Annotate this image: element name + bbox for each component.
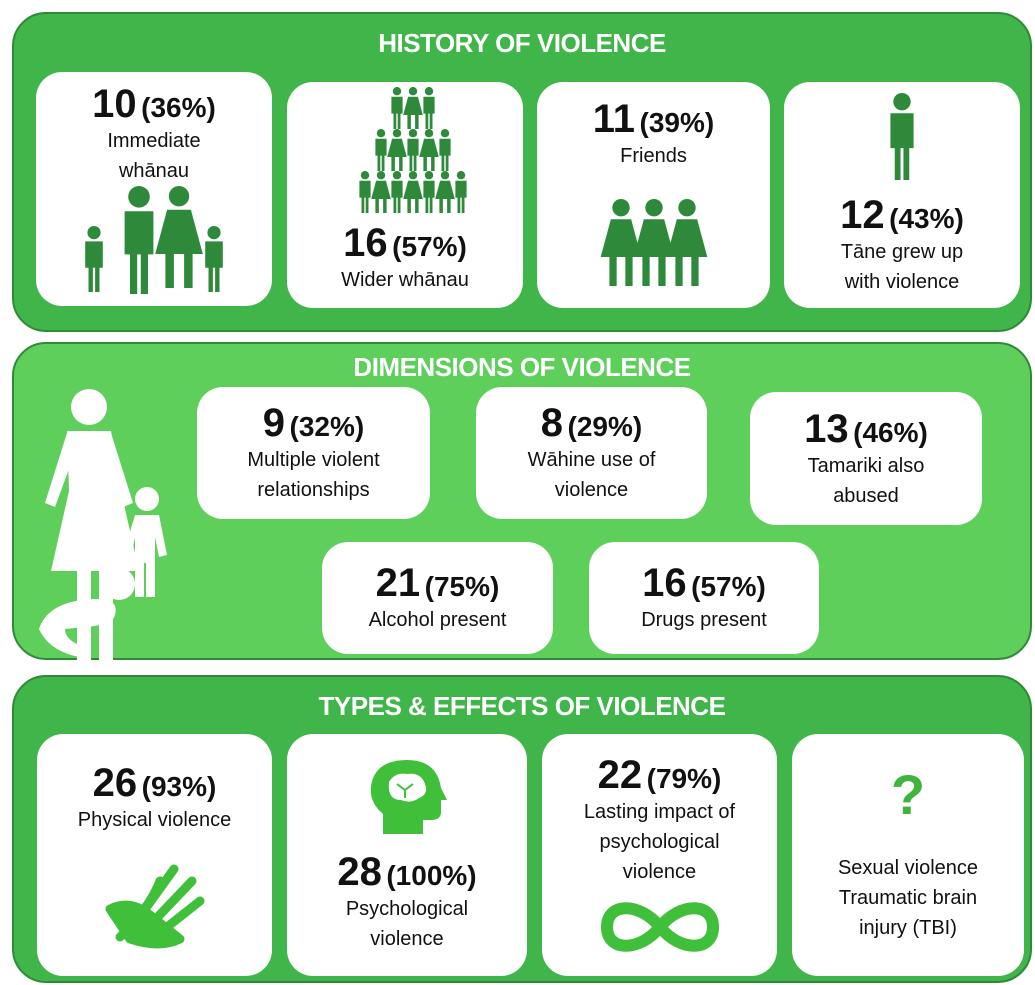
stat-card: 26 (93%) Physical violence (37, 734, 272, 976)
count: 22 (597, 753, 643, 797)
stat-number: 26 (93%) (93, 761, 217, 805)
section-title: DIMENSIONS OF VIOLENCE (353, 352, 691, 382)
percent: (43%) (889, 203, 964, 234)
stat-label: whānau (118, 160, 190, 182)
stat-label: Alcohol present (368, 609, 507, 631)
stat-number: 8 (29%) (541, 401, 642, 445)
percent: (100%) (386, 860, 477, 891)
stat-label: violence (370, 928, 444, 950)
count: 11 (592, 96, 636, 141)
stat-number: 16 (57%) (642, 561, 766, 605)
hands-icon (105, 864, 204, 949)
stat-card: 21 (75%) Alcohol present (322, 542, 553, 654)
types-section: TYPES & EFFECTS OF VIOLENCE 26 (93%) Physi… (12, 675, 1032, 983)
history-section: HISTORY OF VIOLENCE 10 (36%) Immediate whān… (12, 12, 1032, 332)
count: 12 (840, 193, 885, 237)
count: 16 (343, 221, 388, 265)
stat-card: ? Sexual violence Traumatic brain injury (T… (792, 734, 1024, 976)
count: 13 (804, 406, 849, 451)
percent: (36%) (141, 92, 216, 123)
stat-card: 11 (39%) Friends (537, 82, 770, 308)
stat-label: Tamariki also (807, 454, 925, 477)
family-icon (85, 186, 223, 294)
percent: (29%) (567, 411, 643, 442)
dimensions-section: DIMENSIONS OF VIOLENCE 9 (32%) Multiple vi… (12, 342, 1032, 661)
stat-number: 10 (36%) (92, 82, 216, 126)
friends-icon (600, 198, 707, 286)
stat-number: 13 (46%) (804, 407, 928, 451)
percent: (46%) (853, 416, 928, 448)
infinity-icon (600, 902, 719, 952)
percent: (57%) (392, 231, 467, 262)
percent: (32%) (289, 411, 365, 442)
stat-card: 9 (32%) Multiple violent relationships (197, 387, 430, 519)
stat-card: 16 (57%) Wider whānau (287, 82, 523, 308)
stat-card: 13 (46%) Tamariki also abused (750, 392, 982, 525)
stat-card: 28 (100%) Psychological violence (287, 734, 527, 976)
count: 9 (262, 401, 286, 445)
stat-card: 8 (29%) Wāhine use of violence (476, 387, 707, 519)
section-title: TYPES & EFFECTS OF VIOLENCE (318, 691, 726, 721)
section-title: HISTORY OF VIOLENCE (378, 28, 666, 58)
stat-label: injury (TBI) (859, 917, 957, 939)
percent: (57%) (691, 571, 766, 602)
stat-label: violence (554, 479, 629, 501)
stat-number: 16 (57%) (343, 221, 467, 265)
stat-label: Sexual violence (837, 857, 979, 879)
stat-number: 28 (100%) (337, 850, 476, 894)
stat-number: 11 (39%) (593, 97, 714, 141)
stat-label: Wāhine use of (527, 449, 656, 471)
count: 8 (540, 401, 564, 445)
count: 21 (375, 561, 421, 605)
stat-card: 12 (43%) Tāne grew up with violence (784, 82, 1020, 308)
stat-label: relationships (257, 479, 370, 501)
percent: (75%) (424, 571, 500, 602)
stat-label: Wider whānau (341, 269, 469, 291)
stat-card: 10 (36%) Immediate whānau (36, 72, 272, 306)
stat-label: psychological (599, 831, 720, 853)
stat-label: Friends (620, 144, 687, 167)
man-icon (890, 93, 914, 180)
question-mark: ? (890, 763, 926, 826)
stat-number: 12 (43%) (840, 193, 964, 237)
stat-card: 16 (57%) Drugs present (589, 542, 819, 654)
percent: (79%) (646, 763, 722, 794)
stat-number: 22 (79%) (598, 753, 722, 797)
stat-label: Multiple violent (247, 449, 380, 471)
stat-label: abused (833, 484, 899, 507)
stat-label: Lasting impact of (583, 801, 736, 823)
stat-label: with violence (844, 271, 960, 293)
stat-number: 9 (32%) (263, 401, 364, 445)
brain-head-icon (370, 760, 447, 834)
stat-label: violence (622, 861, 697, 883)
stat-card: 22 (79%) Lasting impact of psychological vi… (542, 734, 777, 976)
stat-label: Traumatic brain (838, 887, 978, 909)
mother-children-icon (39, 389, 167, 661)
stat-label: Physical violence (77, 809, 232, 831)
stat-label: Psychological (345, 898, 469, 920)
family-pyramid-icon (359, 87, 467, 213)
stat-number: 21 (75%) (376, 561, 500, 605)
stat-label: Immediate (107, 130, 201, 152)
count: 26 (92, 761, 138, 805)
count: 16 (642, 561, 687, 605)
percent: (39%) (639, 106, 715, 138)
percent: (93%) (141, 771, 217, 802)
stat-label: Tāne grew up (840, 241, 964, 263)
stat-label: Drugs present (641, 609, 767, 631)
count: 10 (92, 82, 137, 126)
count: 28 (337, 850, 382, 894)
